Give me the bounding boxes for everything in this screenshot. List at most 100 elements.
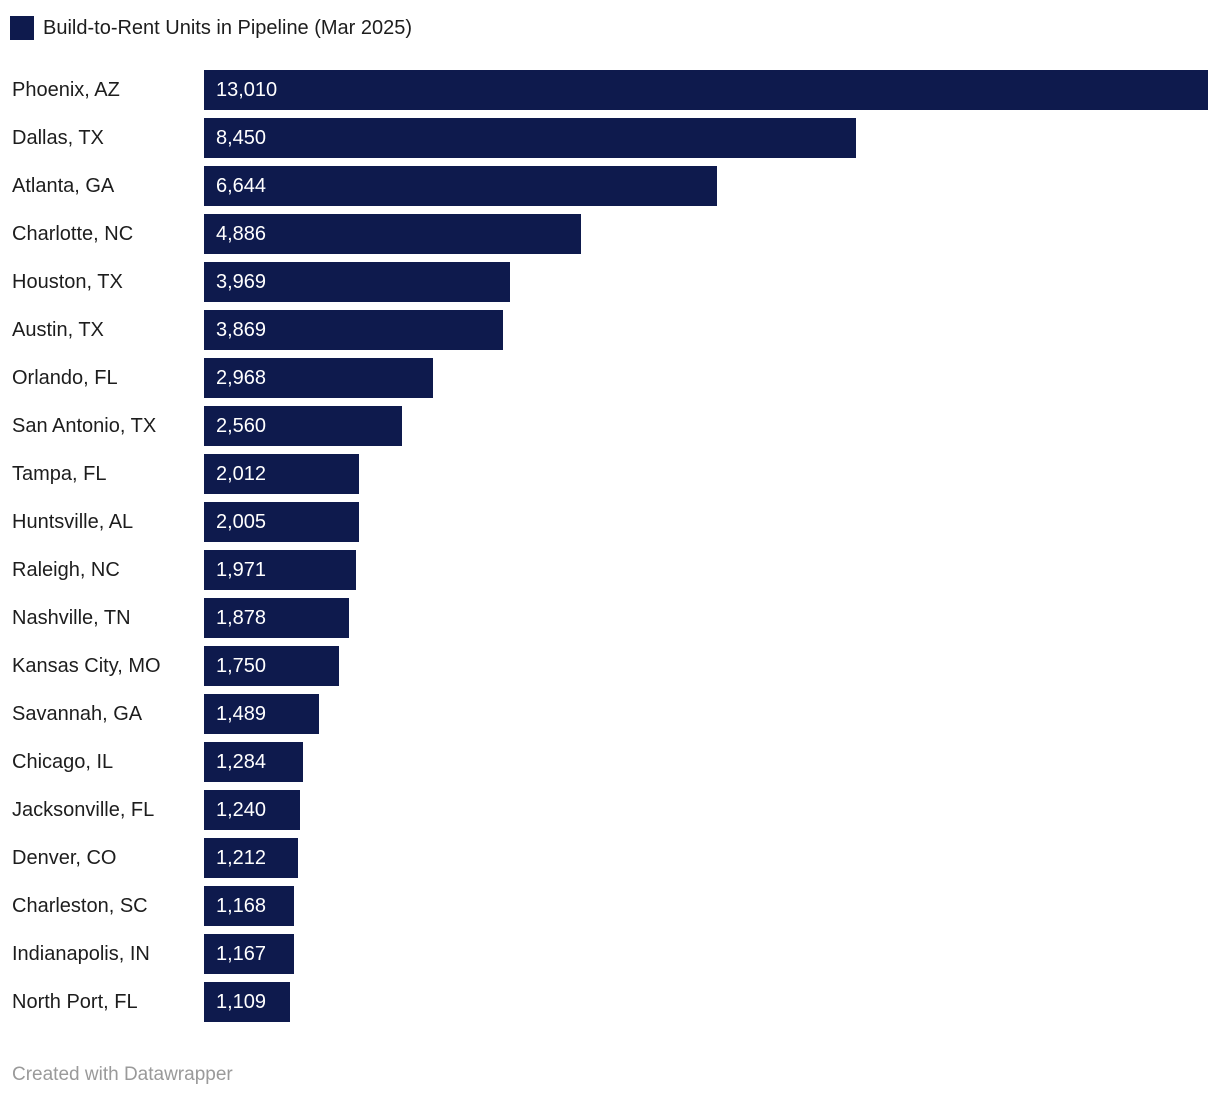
category-label: North Port, FL <box>12 991 138 1013</box>
bar-track: 1,489 <box>204 694 1208 734</box>
bar[interactable]: 2,012 <box>204 454 360 494</box>
category-label: Nashville, TN <box>12 607 131 629</box>
category-label: Denver, CO <box>12 847 117 869</box>
bar-row: Jacksonville, FL 1,240 <box>0 790 1220 830</box>
bar-track: 1,109 <box>204 982 1208 1022</box>
bar[interactable]: 1,971 <box>204 550 357 590</box>
bar-row: Charlotte, NC 4,886 <box>0 214 1220 254</box>
bar-row: Orlando, FL 2,968 <box>0 358 1220 398</box>
legend-swatch-icon <box>10 16 34 40</box>
bar-track: 1,168 <box>204 886 1208 926</box>
bar-row: Indianapolis, IN 1,167 <box>0 934 1220 974</box>
bar-row: Denver, CO 1,212 <box>0 838 1220 878</box>
bar-value-label: 13,010 <box>216 78 278 101</box>
bar[interactable]: 1,167 <box>204 934 295 974</box>
bar-value-label: 2,005 <box>216 510 267 533</box>
bar-track: 1,212 <box>204 838 1208 878</box>
bar-chart: Phoenix, AZ 13,010 Dallas, TX 8,450 Atlanta,… <box>0 70 1220 1022</box>
bar[interactable]: 2,968 <box>204 358 434 398</box>
bar-row: Kansas City, MO 1,750 <box>0 646 1220 686</box>
bar[interactable]: 4,886 <box>204 214 582 254</box>
bar-track: 2,968 <box>204 358 1208 398</box>
bar[interactable]: 1,240 <box>204 790 300 830</box>
bar-value-label: 1,240 <box>216 798 267 821</box>
category-label: Houston, TX <box>12 271 123 293</box>
category-label: Phoenix, AZ <box>12 79 120 101</box>
bar-value-label: 1,971 <box>216 558 267 581</box>
bar-row: Chicago, IL 1,284 <box>0 742 1220 782</box>
bar[interactable]: 1,878 <box>204 598 349 638</box>
bar-value-label: 3,869 <box>216 318 267 341</box>
category-label: San Antonio, TX <box>12 415 157 437</box>
bar[interactable]: 2,560 <box>204 406 402 446</box>
bar-row: Dallas, TX 8,450 <box>0 118 1220 158</box>
chart-title: Build-to-Rent Units in Pipeline (Mar 202… <box>43 17 413 39</box>
bar-value-label: 1,167 <box>216 942 267 965</box>
bar-value-label: 6,644 <box>216 174 267 197</box>
bar[interactable]: 1,284 <box>204 742 304 782</box>
bar[interactable]: 2,005 <box>204 502 359 542</box>
bar-value-label: 1,284 <box>216 750 267 773</box>
bar-value-label: 1,750 <box>216 654 267 677</box>
bar-row: Charleston, SC 1,168 <box>0 886 1220 926</box>
category-label: Indianapolis, IN <box>12 943 150 965</box>
bar-row: Houston, TX 3,969 <box>0 262 1220 302</box>
bar-value-label: 2,968 <box>216 366 267 389</box>
bar-track: 1,167 <box>204 934 1208 974</box>
bar-track: 2,560 <box>204 406 1208 446</box>
bar-value-label: 1,878 <box>216 606 267 629</box>
category-label: Savannah, GA <box>12 703 143 725</box>
bar-track: 1,284 <box>204 742 1208 782</box>
bar[interactable]: 1,489 <box>204 694 319 734</box>
bar-row: San Antonio, TX 2,560 <box>0 406 1220 446</box>
bar-row: Atlanta, GA 6,644 <box>0 166 1220 206</box>
category-label: Atlanta, GA <box>12 175 115 197</box>
bar[interactable]: 1,168 <box>204 886 295 926</box>
bar-row: Huntsville, AL 2,005 <box>0 502 1220 542</box>
category-label: Charleston, SC <box>12 895 148 917</box>
bar-value-label: 3,969 <box>216 270 267 293</box>
bar[interactable]: 13,010 <box>204 70 1208 110</box>
category-label: Raleigh, NC <box>12 559 120 581</box>
bar-value-label: 4,886 <box>216 222 267 245</box>
bar-value-label: 2,560 <box>216 414 267 437</box>
bar[interactable]: 8,450 <box>204 118 857 158</box>
bar-value-label: 1,489 <box>216 702 267 725</box>
category-label: Huntsville, AL <box>12 511 134 533</box>
bar[interactable]: 6,644 <box>204 166 717 206</box>
bar-track: 1,971 <box>204 550 1208 590</box>
bar-track: 3,969 <box>204 262 1208 302</box>
bar-track: 3,869 <box>204 310 1208 350</box>
category-label: Kansas City, MO <box>12 655 161 677</box>
bar-track: 1,750 <box>204 646 1208 686</box>
bar-value-label: 1,212 <box>216 846 267 869</box>
bar[interactable]: 3,969 <box>204 262 511 302</box>
bar-track: 1,240 <box>204 790 1208 830</box>
bar-row: Nashville, TN 1,878 <box>0 598 1220 638</box>
bar-track: 6,644 <box>204 166 1208 206</box>
bar-row: Raleigh, NC 1,971 <box>0 550 1220 590</box>
bar-row: North Port, FL 1,109 <box>0 982 1220 1022</box>
bar-row: Phoenix, AZ 13,010 <box>0 70 1220 110</box>
bar-track: 13,010 <box>204 70 1208 110</box>
bar-track: 8,450 <box>204 118 1208 158</box>
bar[interactable]: 1,750 <box>204 646 340 686</box>
bar[interactable]: 1,109 <box>204 982 290 1022</box>
bar-track: 4,886 <box>204 214 1208 254</box>
bar-value-label: 2,012 <box>216 462 267 485</box>
bar-track: 2,005 <box>204 502 1208 542</box>
bar-row: Savannah, GA 1,489 <box>0 694 1220 734</box>
bar-track: 1,878 <box>204 598 1208 638</box>
bar-track: 2,012 <box>204 454 1208 494</box>
bar-row: Tampa, FL 2,012 <box>0 454 1220 494</box>
category-label: Chicago, IL <box>12 751 114 773</box>
category-label: Dallas, TX <box>12 127 104 149</box>
bar-value-label: 1,109 <box>216 990 267 1013</box>
category-label: Austin, TX <box>12 319 104 341</box>
bar-value-label: 8,450 <box>216 126 267 149</box>
category-label: Jacksonville, FL <box>12 799 155 821</box>
bar-value-label: 1,168 <box>216 894 267 917</box>
bar[interactable]: 1,212 <box>204 838 298 878</box>
chart-legend: Build-to-Rent Units in Pipeline (Mar 202… <box>0 0 1220 40</box>
bar[interactable]: 3,869 <box>204 310 503 350</box>
